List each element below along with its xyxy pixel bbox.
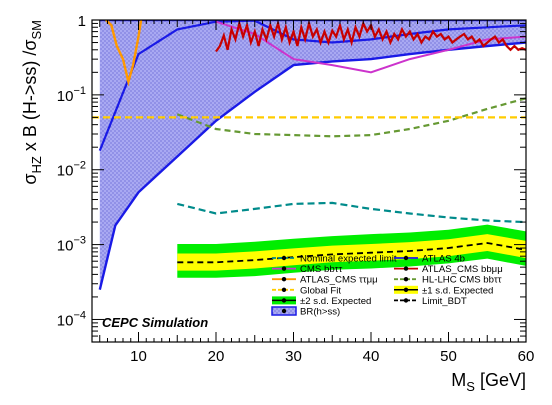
legend-label: Nominal expected limit [300,254,397,265]
x-axis-label-part: S [466,379,475,394]
legend-label: Limit_BDT [422,296,467,307]
y-tick-exponent: −1 [73,85,86,97]
x-tick-label: 60 [518,348,535,365]
legend-marker [403,255,409,261]
legend-marker [281,266,287,271]
x-tick-label: 20 [208,348,225,365]
y-axis-label-part: x B (H->ss) / [20,51,40,157]
x-axis-label: MS [GeV] [451,370,526,394]
data-layer [92,20,526,290]
y-tick-base: 10 [57,312,74,329]
legend-entry: ATLAS 4b [394,254,465,265]
legend-entry: Global Fit [272,285,341,296]
y-axis-label-part: σ [20,173,40,184]
band-1sd [177,234,526,271]
y-tick-exponent: −4 [73,309,86,321]
x-tick-label: 40 [363,348,380,365]
x-axis-label-part: [GeV] [475,370,526,390]
y-tick-label: 10−1 [57,85,86,105]
y-tick-exponent: −2 [73,160,86,172]
y-tick-label: 10−4 [57,309,86,329]
legend-marker [281,298,287,303]
legend-marker [281,287,287,292]
legend-entry: BR(h>ss) [271,306,340,318]
legend-marker [403,277,409,282]
cms-bbtautau-line [215,20,526,74]
legend-marker [281,277,287,282]
x-tick-label: 50 [440,348,457,365]
y-tick-label: 1 [78,13,86,30]
y-tick-base: 10 [57,163,74,180]
br-hss-region [99,20,526,290]
legend-entry: ATLAS_CMS bbμμ [394,264,503,275]
legend-entry: ATLAS_CMS ττμμ [272,275,378,286]
y-tick-label: 10−3 [57,235,86,255]
atlas-4b-line [98,20,526,152]
y-tick-base: 10 [57,238,74,255]
legend-label: Global Fit [300,285,341,296]
legend-entry: Limit_BDT [394,296,467,307]
legend-label: HL-LHC CMS bbττ [422,275,502,286]
legend-entry: CMS bbττ [272,264,342,275]
nominal-expected-limit-line [177,201,526,224]
legend-label: ATLAS_CMS bbμμ [422,264,503,275]
legend-marker [403,287,409,292]
y-tick-exponent: −3 [73,235,86,247]
y-tick-base: 1 [78,13,86,30]
cepc-simulation-label: CEPC Simulation [102,315,208,330]
hl-lhc-cms-bbtautau-line [176,97,526,138]
y-axis-label-part: HZ [29,156,44,173]
y-tick-label: 10−2 [57,160,86,180]
limit-bdt-line [177,242,526,264]
x-tick-label: 10 [130,348,147,365]
legend-label: ±2 s.d. Expected [300,296,371,307]
legend-entry: ±1 s.d. Expected [394,285,493,296]
y-tick-base: 10 [57,88,74,105]
legend-marker [403,298,409,303]
y-axis-label-part: σ [20,40,40,51]
legend-entry: ±2 s.d. Expected [272,296,371,307]
legend-marker [281,308,287,314]
y-axis-label: σHZ x B (H->ss) /σSM [20,20,44,185]
legend-label: ±1 s.d. Expected [422,285,493,296]
y-axis-label-part: SM [29,20,44,40]
legend-marker [403,266,409,271]
x-axis-label-part: M [451,370,466,390]
legend-entry: HL-LHC CMS bbττ [394,275,502,286]
legend-label: BR(h>ss) [300,307,340,318]
legend-marker [281,255,287,261]
legend-entry: Nominal expected limit [272,254,397,265]
legend-label: ATLAS_CMS ττμμ [300,275,378,286]
x-tick-label: 30 [285,348,302,365]
legend-label: CMS bbττ [300,264,342,275]
legend-label: ATLAS 4b [422,254,465,265]
